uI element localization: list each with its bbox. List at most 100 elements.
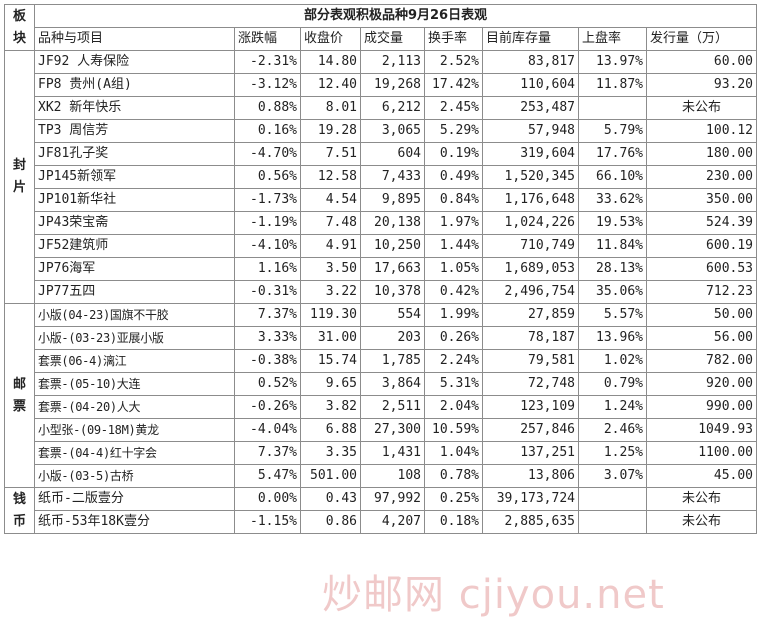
column-header: 成交量 [360, 27, 425, 51]
close-price-cell: 15.74 [300, 349, 361, 373]
item-name-cell: FP8 贵州(A组) [34, 73, 235, 97]
issue-cell: 60.00 [645, 50, 758, 74]
volume-cell: 17,663 [360, 257, 425, 281]
close-price-cell: 14.80 [300, 50, 361, 74]
volume-cell: 10,250 [360, 234, 425, 258]
item-name-cell: 小版-(03-23)亚展小版 [34, 326, 235, 350]
close-price-cell: 6.88 [300, 418, 361, 442]
item-name-cell: JF81孔子奖 [34, 142, 235, 166]
rate-cell: 17.76% [578, 142, 647, 166]
issue-cell: 600.19 [645, 234, 758, 258]
table-row: JP76海军 1.16% 3.50 17,663 1.05% 1,689,053 28.13… [5, 257, 758, 281]
rate-cell [578, 487, 647, 511]
close-price-cell: 31.00 [300, 326, 361, 350]
close-price-cell: 9.65 [300, 372, 361, 396]
item-name-cell: JF52建筑师 [34, 234, 235, 258]
stock-cell: 110,604 [482, 73, 579, 97]
issue-cell: 未公布 [645, 96, 758, 120]
issue-cell: 350.00 [645, 188, 758, 212]
volume-cell: 1,785 [360, 349, 425, 373]
issue-cell: 712.23 [645, 280, 758, 304]
volume-cell: 20,138 [360, 211, 425, 235]
table-row: 邮票小版(04-23)国旗不干胶 7.37% 119.30 554 1.99% 27,85… [4, 303, 758, 488]
category-label: 封片 [4, 50, 35, 304]
column-header: 目前库存量 [482, 27, 579, 51]
title-row: 板块 部分表观积极品种9月26日表观 [4, 4, 758, 51]
stock-cell: 2,496,754 [482, 280, 579, 304]
corner-label: 板块 [12, 8, 26, 46]
rate-cell: 11.84% [578, 234, 647, 258]
stock-cell: 78,187 [482, 326, 579, 350]
turnover-cell: 1.05% [424, 257, 483, 281]
table-row: 套票-(04-20)人大 -0.26% 3.82 2,511 2.04% 123,109 1… [5, 395, 758, 419]
item-name-cell: JP145新领军 [34, 165, 235, 189]
stock-cell: 13,806 [482, 464, 579, 488]
table-row: 钱币纸币-二版壹分 0.00% 0.43 97,992 0.25% 39,173,724 未… [4, 487, 758, 534]
column-header: 涨跌幅 [234, 27, 301, 51]
rate-cell: 13.97% [578, 50, 647, 74]
item-name-cell: JP76海军 [34, 257, 235, 281]
turnover-cell: 0.42% [424, 280, 483, 304]
table-row: XK2 新年快乐 0.88% 8.01 6,212 2.45% 253,487 未公布 [5, 96, 758, 120]
table-row: 纸币-53年18K壹分 -1.15% 0.86 4,207 0.18% 2,885,635… [5, 510, 758, 534]
item-name-cell: 套票(06-4)漓江 [34, 349, 235, 373]
stock-cell: 319,604 [482, 142, 579, 166]
turnover-cell: 2.04% [424, 395, 483, 419]
volume-cell: 554 [360, 303, 425, 327]
volume-cell: 7,433 [360, 165, 425, 189]
issue-cell: 100.12 [645, 119, 758, 143]
stock-cell: 710,749 [482, 234, 579, 258]
stock-cell: 137,251 [482, 441, 579, 465]
close-price-cell: 0.86 [300, 510, 361, 534]
close-price-cell: 4.91 [300, 234, 361, 258]
item-name-cell: JF92 人寿保险 [34, 50, 235, 74]
volume-cell: 3,864 [360, 372, 425, 396]
change-cell: 0.00% [234, 487, 301, 511]
category-label: 钱币 [4, 487, 35, 534]
stock-cell: 253,487 [482, 96, 579, 120]
item-name-cell: 纸币-二版壹分 [34, 487, 235, 511]
turnover-cell: 1.04% [424, 441, 483, 465]
issue-cell: 未公布 [645, 487, 758, 511]
stock-cell: 1,689,053 [482, 257, 579, 281]
close-price-cell: 501.00 [300, 464, 361, 488]
table-row: 小版-(03-23)亚展小版 3.33% 31.00 203 0.26% 78,187 13… [5, 326, 758, 350]
volume-cell: 2,113 [360, 50, 425, 74]
table-row: TP3 周信芳 0.16% 19.28 3,065 5.29% 57,948 5.79% 10… [5, 119, 758, 143]
rate-cell: 35.06% [578, 280, 647, 304]
table-row: JF81孔子奖 -4.70% 7.51 604 0.19% 319,604 17.76% 18… [5, 142, 758, 166]
item-name-cell: 小版(04-23)国旗不干胶 [34, 303, 235, 327]
close-price-cell: 12.40 [300, 73, 361, 97]
turnover-cell: 0.18% [424, 510, 483, 534]
table-row: JP101新华社 -1.73% 4.54 9,895 0.84% 1,176,648 33.… [5, 188, 758, 212]
rate-cell: 5.57% [578, 303, 647, 327]
issue-cell: 50.00 [645, 303, 758, 327]
change-cell: 0.88% [234, 96, 301, 120]
volume-cell: 3,065 [360, 119, 425, 143]
change-cell: -4.70% [234, 142, 301, 166]
stock-cell: 123,109 [482, 395, 579, 419]
stock-cell: 1,024,226 [482, 211, 579, 235]
turnover-cell: 2.52% [424, 50, 483, 74]
item-name-cell: 套票-(05-10)大连 [34, 372, 235, 396]
rate-cell: 0.79% [578, 372, 647, 396]
corner-header: 板块 [4, 4, 35, 51]
table-row: JP43荣宝斋 -1.19% 7.48 20,138 1.97% 1,024,226 19.… [5, 211, 758, 235]
turnover-cell: 0.84% [424, 188, 483, 212]
change-cell: -0.31% [234, 280, 301, 304]
issue-cell: 990.00 [645, 395, 758, 419]
table-row: 套票-(04-4)红十字会 7.37% 3.35 1,431 1.04% 137,251 1… [5, 441, 758, 465]
table-row: 封片 JF92 人寿保险 -2.31% 14.80 2,113 2.52% 83,817 13… [4, 50, 758, 304]
volume-cell: 9,895 [360, 188, 425, 212]
issue-cell: 180.00 [645, 142, 758, 166]
table-row: 套票-(05-10)大连 0.52% 9.65 3,864 5.31% 72,748 0.7… [5, 372, 758, 396]
table-row: JF52建筑师 -4.10% 4.91 10,250 1.44% 710,749 11.84… [5, 234, 758, 258]
change-cell: -0.26% [234, 395, 301, 419]
close-price-cell: 4.54 [300, 188, 361, 212]
rate-cell: 28.13% [578, 257, 647, 281]
issue-cell: 782.00 [645, 349, 758, 373]
turnover-cell: 10.59% [424, 418, 483, 442]
issue-cell: 93.20 [645, 73, 758, 97]
stock-cell: 27,859 [482, 303, 579, 327]
volume-cell: 203 [360, 326, 425, 350]
